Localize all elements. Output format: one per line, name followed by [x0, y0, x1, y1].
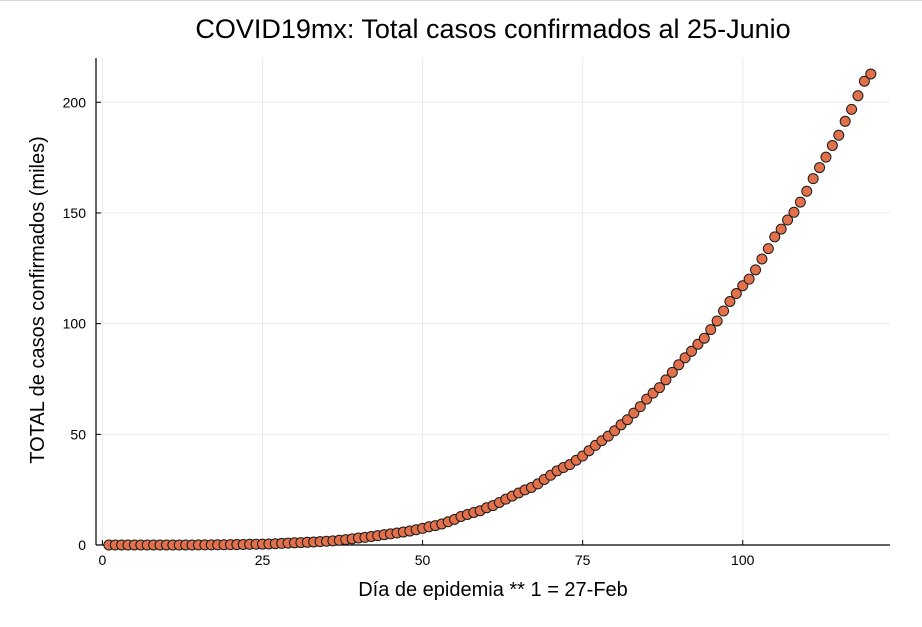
y-axis-label: TOTAL de casos confirmados (miles)	[27, 136, 49, 464]
axes	[95, 58, 890, 546]
x-tick-label: 100	[731, 552, 755, 568]
data-point	[839, 115, 851, 127]
data-point	[814, 162, 826, 174]
data-point	[775, 223, 787, 235]
data-point	[858, 75, 870, 87]
data-point	[782, 214, 794, 226]
data-point	[762, 243, 774, 255]
data-point	[705, 324, 717, 336]
data-point	[730, 288, 742, 300]
data-point	[750, 264, 762, 276]
y-tick-label: 150	[63, 205, 87, 221]
data-point	[660, 374, 672, 386]
data-point	[865, 68, 877, 80]
data-point	[788, 206, 800, 218]
data-point	[679, 352, 691, 364]
data-point	[634, 401, 646, 413]
chart-title: COVID19mx: Total casos confirmados al 25…	[195, 14, 790, 44]
data-point	[653, 382, 665, 394]
data-point	[756, 253, 768, 265]
tick-labels: 0 25 50 75 100 0 50 100 150 200	[63, 94, 755, 568]
x-tick-label: 75	[575, 552, 591, 568]
y-tick-label: 100	[63, 316, 87, 332]
data-point	[666, 366, 678, 378]
grid	[96, 58, 890, 546]
x-axis-label: Día de epidemia ** 1 = 27-Feb	[358, 579, 628, 601]
data-point	[724, 296, 736, 307]
data-points	[103, 68, 877, 551]
data-point	[698, 332, 710, 344]
x-tick-label: 25	[255, 552, 271, 568]
data-point	[820, 151, 832, 163]
data-point	[673, 359, 685, 371]
data-point	[718, 305, 730, 317]
x-tick-label: 50	[415, 552, 431, 568]
data-point	[846, 103, 858, 115]
y-tick-label: 0	[78, 537, 86, 553]
data-point	[743, 273, 755, 285]
data-point	[769, 231, 781, 243]
y-tick-label: 200	[63, 94, 87, 110]
data-point	[737, 280, 749, 292]
data-point	[801, 185, 813, 197]
data-point	[628, 407, 640, 419]
data-point	[852, 90, 864, 102]
top-border	[0, 0, 922, 1]
data-point	[686, 345, 697, 357]
x-tick-label: 0	[99, 552, 107, 568]
data-point	[833, 129, 845, 141]
data-point	[711, 315, 723, 327]
data-point	[826, 139, 838, 151]
data-point	[621, 414, 633, 426]
data-point	[794, 196, 806, 208]
data-point	[807, 173, 819, 185]
y-tick-label: 50	[70, 426, 86, 442]
